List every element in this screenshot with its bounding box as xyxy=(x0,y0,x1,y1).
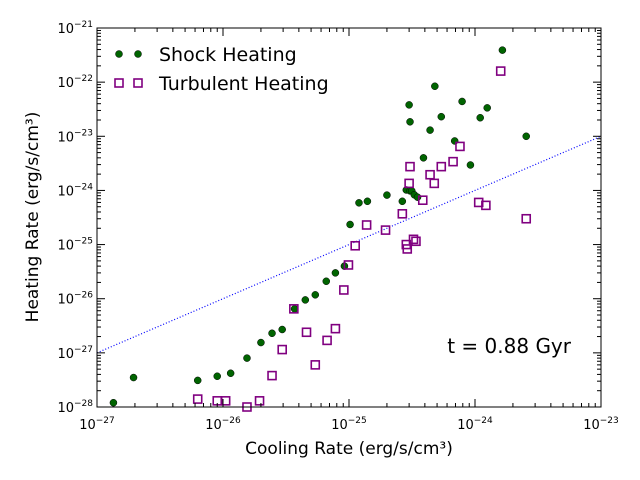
x-tick-label: 10−26 xyxy=(205,416,241,433)
turbulent-heating-point xyxy=(417,195,428,205)
data-points-layer xyxy=(109,46,532,412)
tick-labels-layer: 10−27 10−26 10−25 10−24 10−2310−2810−2710−26… xyxy=(57,20,618,433)
turbulent-heating-point xyxy=(254,396,265,406)
legend: Shock Heating Turbulent Heating xyxy=(114,44,329,95)
x-axis-label: Cooling Rate (erg/s/cm³) xyxy=(245,439,453,459)
turbulent-heating-point xyxy=(455,141,465,152)
turbulent-heating-point xyxy=(343,260,354,270)
legend-shock-marker xyxy=(134,50,142,58)
shock-heating-point xyxy=(413,193,422,201)
shock-heating-point xyxy=(322,277,331,286)
shock-heating-point xyxy=(268,329,276,338)
shock-heating-point xyxy=(226,369,235,378)
shock-heating-point xyxy=(483,104,491,112)
shock-heating-point xyxy=(437,112,446,121)
shock-heating-point xyxy=(458,97,466,106)
shock-heating-point xyxy=(405,101,413,109)
shock-heating-point xyxy=(301,296,310,304)
shock-heating-point xyxy=(129,373,138,382)
shock-heating-point xyxy=(355,199,363,207)
shock-heating-point xyxy=(498,46,507,54)
legend-turbulent-marker xyxy=(114,78,124,88)
x-tick-label: 10−24 xyxy=(457,416,493,433)
y-tick-label: 10−23 xyxy=(57,128,93,145)
turbulent-heating-point xyxy=(397,209,408,219)
turbulent-heating-point xyxy=(192,394,203,404)
shock-heating-point xyxy=(109,398,118,407)
shock-heating-point xyxy=(426,126,434,134)
turbulent-heating-point xyxy=(361,220,372,230)
turbulent-heating-point xyxy=(473,197,484,208)
legend-turbulent-marker xyxy=(133,78,143,88)
turbulent-heating-point xyxy=(429,178,440,189)
y-tick-label: 10−22 xyxy=(57,74,93,91)
shock-heating-point xyxy=(406,118,414,126)
y-tick-label: 10−28 xyxy=(57,399,93,416)
shock-heating-point xyxy=(346,220,354,229)
shock-heating-point xyxy=(290,305,299,313)
turbulent-heating-point xyxy=(436,161,447,172)
time-annotation: t = 0.88 Gyr xyxy=(447,334,572,358)
turbulent-heating-point xyxy=(448,156,458,167)
turbulent-heating-point xyxy=(339,285,349,295)
shock-heating-point xyxy=(243,354,251,362)
turbulent-heating-point xyxy=(310,360,321,370)
turbulent-heating-point xyxy=(402,244,413,254)
turbulent-heating-point xyxy=(495,66,506,76)
shock-heating-point xyxy=(193,376,202,385)
turbulent-heating-point xyxy=(380,225,391,235)
turbulent-heating-point xyxy=(267,370,277,381)
x-tick-label: 10−25 xyxy=(331,416,367,433)
shock-heating-point xyxy=(466,161,475,169)
y-tick-label: 10−25 xyxy=(57,237,93,254)
shock-heating-point xyxy=(398,197,407,206)
axis-ticks-layer xyxy=(96,27,602,408)
turbulent-heating-point xyxy=(350,240,361,251)
shock-heating-point xyxy=(522,132,530,141)
y-tick-label: 10−21 xyxy=(57,20,93,37)
turbulent-heating-point xyxy=(289,304,299,314)
x-tick-label: 10−23 xyxy=(583,416,619,433)
y-axis-label: Heating Rate (erg/s/cm³) xyxy=(23,112,43,323)
y-tick-label: 10−24 xyxy=(57,182,93,199)
legend-shock-label: Shock Heating xyxy=(159,44,297,66)
shock-heating-point xyxy=(383,191,391,199)
turbulent-heating-point xyxy=(220,396,231,406)
y-tick-label: 10−26 xyxy=(57,291,93,308)
shock-heating-point xyxy=(213,372,221,380)
shock-heating-point xyxy=(363,197,372,206)
legend-shock-marker xyxy=(115,50,123,58)
turbulent-heating-point xyxy=(408,234,419,245)
turbulent-heating-point xyxy=(301,327,312,338)
turbulent-heating-point xyxy=(330,323,341,334)
shock-heating-point xyxy=(311,291,320,299)
turbulent-heating-point xyxy=(411,236,421,247)
turbulent-heating-point xyxy=(481,200,491,211)
turbulent-heating-point xyxy=(277,344,287,355)
shock-heating-point xyxy=(431,82,439,90)
shock-heating-point xyxy=(476,113,484,122)
shock-heating-point xyxy=(278,325,286,334)
x-tick-label: 10−27 xyxy=(79,416,115,433)
shock-heating-point xyxy=(419,154,428,162)
y-tick-label: 10−27 xyxy=(57,345,93,362)
shock-heating-point xyxy=(331,269,340,277)
turbulent-heating-point xyxy=(521,213,532,224)
turbulent-heating-point xyxy=(405,161,415,172)
turbulent-heating-point xyxy=(322,335,332,346)
shock-heating-point xyxy=(257,338,265,347)
legend-turbulent-label: Turbulent Heating xyxy=(158,73,329,95)
turbulent-heating-point xyxy=(404,178,414,189)
plot-frame xyxy=(96,27,602,408)
shock-heating-point xyxy=(450,137,459,145)
